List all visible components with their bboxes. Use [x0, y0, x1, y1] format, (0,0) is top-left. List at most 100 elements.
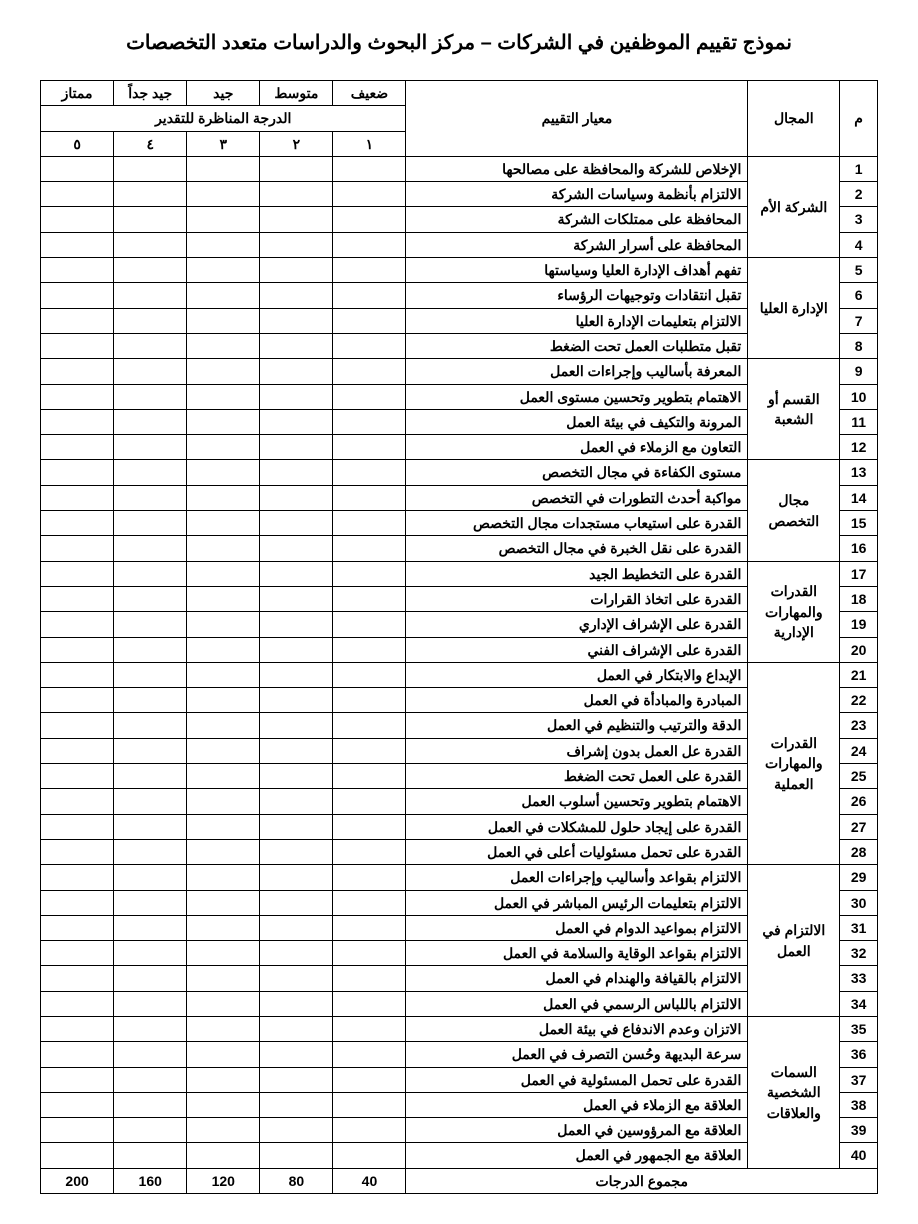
score-cell[interactable] — [260, 384, 333, 409]
score-cell[interactable] — [114, 915, 187, 940]
score-cell[interactable] — [260, 991, 333, 1016]
score-cell[interactable] — [333, 283, 406, 308]
score-cell[interactable] — [187, 435, 260, 460]
score-cell[interactable] — [333, 308, 406, 333]
score-cell[interactable] — [187, 586, 260, 611]
score-cell[interactable] — [114, 283, 187, 308]
score-cell[interactable] — [41, 738, 114, 763]
score-cell[interactable] — [41, 308, 114, 333]
score-cell[interactable] — [260, 814, 333, 839]
score-cell[interactable] — [187, 511, 260, 536]
score-cell[interactable] — [333, 485, 406, 510]
score-cell[interactable] — [260, 232, 333, 257]
score-cell[interactable] — [187, 460, 260, 485]
score-cell[interactable] — [333, 662, 406, 687]
score-cell[interactable] — [114, 409, 187, 434]
score-cell[interactable] — [260, 1016, 333, 1041]
score-cell[interactable] — [41, 890, 114, 915]
score-cell[interactable] — [260, 435, 333, 460]
score-cell[interactable] — [187, 258, 260, 283]
score-cell[interactable] — [260, 713, 333, 738]
score-cell[interactable] — [114, 637, 187, 662]
score-cell[interactable] — [333, 966, 406, 991]
score-cell[interactable] — [41, 207, 114, 232]
score-cell[interactable] — [187, 890, 260, 915]
score-cell[interactable] — [333, 207, 406, 232]
score-cell[interactable] — [260, 1118, 333, 1143]
score-cell[interactable] — [41, 460, 114, 485]
score-cell[interactable] — [260, 941, 333, 966]
score-cell[interactable] — [260, 865, 333, 890]
score-cell[interactable] — [187, 789, 260, 814]
score-cell[interactable] — [41, 156, 114, 181]
score-cell[interactable] — [260, 764, 333, 789]
score-cell[interactable] — [260, 738, 333, 763]
score-cell[interactable] — [187, 1092, 260, 1117]
score-cell[interactable] — [260, 839, 333, 864]
score-cell[interactable] — [333, 156, 406, 181]
score-cell[interactable] — [41, 258, 114, 283]
score-cell[interactable] — [187, 485, 260, 510]
score-cell[interactable] — [333, 915, 406, 940]
score-cell[interactable] — [114, 966, 187, 991]
score-cell[interactable] — [187, 283, 260, 308]
score-cell[interactable] — [333, 333, 406, 358]
score-cell[interactable] — [114, 688, 187, 713]
score-cell[interactable] — [333, 511, 406, 536]
score-cell[interactable] — [41, 1016, 114, 1041]
score-cell[interactable] — [260, 966, 333, 991]
score-cell[interactable] — [114, 586, 187, 611]
score-cell[interactable] — [333, 1042, 406, 1067]
score-cell[interactable] — [333, 258, 406, 283]
score-cell[interactable] — [41, 637, 114, 662]
score-cell[interactable] — [260, 511, 333, 536]
score-cell[interactable] — [114, 384, 187, 409]
score-cell[interactable] — [41, 409, 114, 434]
score-cell[interactable] — [260, 637, 333, 662]
score-cell[interactable] — [260, 333, 333, 358]
score-cell[interactable] — [114, 865, 187, 890]
score-cell[interactable] — [114, 333, 187, 358]
score-cell[interactable] — [333, 460, 406, 485]
score-cell[interactable] — [41, 1118, 114, 1143]
score-cell[interactable] — [260, 1092, 333, 1117]
score-cell[interactable] — [333, 1143, 406, 1168]
score-cell[interactable] — [187, 612, 260, 637]
score-cell[interactable] — [260, 308, 333, 333]
score-cell[interactable] — [41, 713, 114, 738]
score-cell[interactable] — [187, 941, 260, 966]
score-cell[interactable] — [333, 814, 406, 839]
score-cell[interactable] — [41, 789, 114, 814]
score-cell[interactable] — [187, 662, 260, 687]
score-cell[interactable] — [114, 1118, 187, 1143]
score-cell[interactable] — [187, 409, 260, 434]
score-cell[interactable] — [114, 511, 187, 536]
score-cell[interactable] — [41, 384, 114, 409]
score-cell[interactable] — [41, 333, 114, 358]
score-cell[interactable] — [187, 536, 260, 561]
score-cell[interactable] — [41, 435, 114, 460]
score-cell[interactable] — [41, 586, 114, 611]
score-cell[interactable] — [41, 662, 114, 687]
score-cell[interactable] — [333, 738, 406, 763]
score-cell[interactable] — [41, 1067, 114, 1092]
score-cell[interactable] — [333, 839, 406, 864]
score-cell[interactable] — [260, 561, 333, 586]
score-cell[interactable] — [41, 966, 114, 991]
score-cell[interactable] — [41, 814, 114, 839]
score-cell[interactable] — [260, 612, 333, 637]
score-cell[interactable] — [41, 764, 114, 789]
score-cell[interactable] — [114, 536, 187, 561]
score-cell[interactable] — [187, 384, 260, 409]
score-cell[interactable] — [187, 232, 260, 257]
score-cell[interactable] — [114, 561, 187, 586]
score-cell[interactable] — [333, 612, 406, 637]
score-cell[interactable] — [114, 612, 187, 637]
score-cell[interactable] — [187, 764, 260, 789]
score-cell[interactable] — [333, 890, 406, 915]
score-cell[interactable] — [41, 561, 114, 586]
score-cell[interactable] — [114, 1067, 187, 1092]
score-cell[interactable] — [333, 1092, 406, 1117]
score-cell[interactable] — [333, 182, 406, 207]
score-cell[interactable] — [114, 182, 187, 207]
